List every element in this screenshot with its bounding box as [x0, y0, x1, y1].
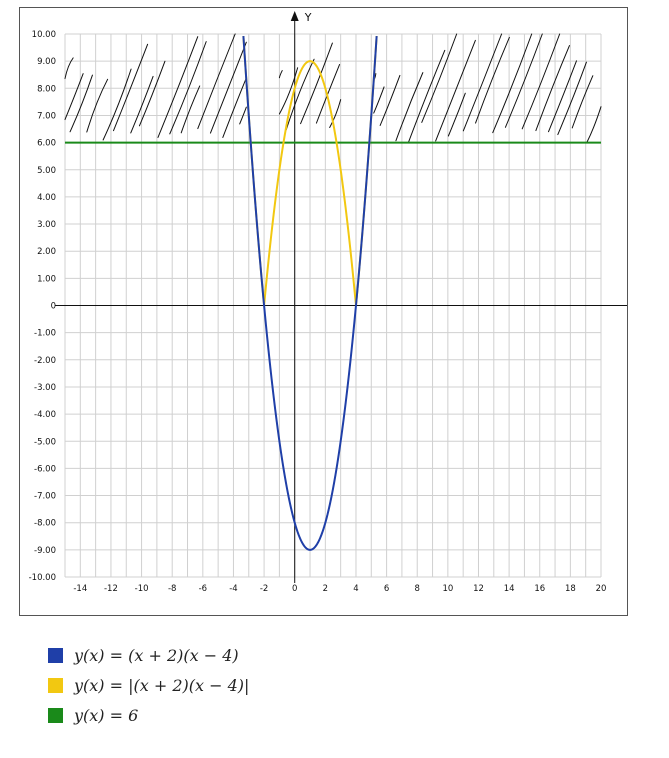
hatch-stroke	[535, 45, 570, 132]
x-tick-label: 2	[323, 584, 328, 594]
x-tick-label: 4	[353, 584, 358, 594]
y-tick-label: -1.00	[34, 329, 56, 339]
hatch-stroke	[421, 33, 458, 123]
x-tick-label: 18	[565, 584, 576, 594]
x-tick-label: -12	[104, 584, 118, 594]
y-tick-label: 1.00	[37, 274, 56, 284]
x-tick-label: 20	[596, 584, 607, 594]
y-tick-label: 10.00	[32, 30, 56, 40]
hatch-stroke	[329, 99, 342, 128]
series-line-1	[242, 36, 378, 306]
x-tick-label: -10	[135, 584, 149, 594]
hatch-stroke	[373, 86, 385, 114]
x-tick-label: -2	[260, 584, 268, 594]
y-tick-label: 4.00	[37, 193, 56, 203]
x-tick-label: 14	[504, 584, 515, 594]
hatch-stroke	[586, 106, 602, 143]
y-tick-label: 3.00	[37, 220, 56, 230]
hatch-stroke	[435, 39, 476, 142]
legend-item-1: y(x) = |(x + 2)(x − 4)|	[48, 670, 249, 700]
y-tick-label: 7.00	[37, 111, 56, 121]
chart-svg: XY-14-12-10-8-6-4-20246810121416182010.0…	[29, 11, 627, 594]
hatch-stroke	[521, 33, 561, 130]
y-tick-label: 6.00	[37, 139, 56, 149]
hatch-stroke	[86, 78, 109, 133]
chart-frame: XY-14-12-10-8-6-4-20246810121416182010.0…	[19, 7, 628, 616]
hatch-stroke	[239, 106, 247, 125]
x-tick-label: 16	[534, 584, 545, 594]
series-line-0	[242, 36, 378, 551]
hatch-stroke	[64, 73, 84, 121]
x-tick-label: -8	[168, 584, 176, 594]
legend-swatch-1	[48, 677, 63, 693]
y-tick-label: -9.00	[34, 546, 56, 556]
x-tick-label: -4	[229, 584, 237, 594]
y-tick-label: -7.00	[34, 492, 56, 502]
y-tick-label: -4.00	[34, 410, 56, 420]
x-tick-label: 8	[415, 584, 420, 594]
legend: y(x) = (x + 2)(x − 4) y(x) = |(x + 2)(x …	[48, 640, 249, 730]
hatch-stroke	[278, 67, 299, 115]
series-lines	[65, 36, 601, 551]
x-tick-label: 0	[292, 584, 297, 594]
hatch-stroke	[157, 36, 199, 138]
x-tick-label: 12	[473, 584, 484, 594]
y-axis-title: Y	[304, 11, 312, 24]
hatch-stroke	[475, 36, 510, 124]
y-tick-label: 8.00	[37, 84, 56, 94]
hatch-stroke	[571, 75, 594, 129]
legend-label-0: y(x) = (x + 2)(x − 4)	[74, 645, 239, 665]
hatch-stroke	[557, 61, 587, 136]
hatch-stroke	[113, 43, 149, 132]
hatch-stroke	[138, 60, 166, 127]
y-tick-label: -10.00	[29, 573, 56, 583]
hatch-stroke	[300, 42, 333, 125]
y-tick-label: -6.00	[34, 464, 56, 474]
hatch-stroke	[197, 33, 236, 130]
legend-swatch-2	[48, 707, 63, 723]
y-tick-label: -8.00	[34, 519, 56, 529]
legend-item-0: y(x) = (x + 2)(x − 4)	[48, 640, 249, 670]
hatch-stroke	[548, 60, 577, 133]
hatching-annotation	[64, 33, 602, 143]
x-tick-label: -14	[73, 584, 87, 594]
hatch-stroke	[379, 74, 401, 126]
y-tick-label: 0	[51, 302, 56, 312]
legend-label-1: y(x) = |(x + 2)(x − 4)|	[74, 675, 250, 695]
y-tick-label: -2.00	[34, 356, 56, 366]
hatch-stroke	[462, 33, 503, 132]
axes	[55, 11, 627, 583]
legend-item-2: y(x) = 6	[48, 700, 249, 730]
hatch-stroke	[102, 68, 132, 141]
y-tick-label: 2.00	[37, 247, 56, 257]
y-tick-label: 5.00	[37, 166, 56, 176]
legend-label-2: y(x) = 6	[74, 705, 139, 725]
y-tick-label: -3.00	[34, 383, 56, 393]
hatch-stroke	[69, 74, 93, 133]
hatch-stroke	[222, 77, 247, 138]
hatch-stroke	[209, 41, 247, 134]
y-tick-label: 9.00	[37, 57, 56, 67]
y-axis-arrow	[290, 11, 299, 21]
hatch-stroke	[492, 33, 533, 134]
hatch-stroke	[130, 75, 154, 134]
hatch-stroke	[395, 72, 424, 142]
hatch-stroke	[407, 49, 446, 143]
hatch-stroke	[447, 92, 466, 137]
hatch-stroke	[285, 58, 315, 131]
x-tick-label: 10	[442, 584, 453, 594]
hatch-stroke	[504, 33, 543, 128]
legend-swatch-0	[48, 647, 63, 663]
x-tick-label: -6	[199, 584, 207, 594]
x-tick-label: 6	[384, 584, 389, 594]
hatch-stroke	[169, 41, 207, 135]
hatch-stroke	[278, 70, 283, 79]
y-tick-label: -5.00	[34, 437, 56, 447]
hatch-stroke	[180, 85, 201, 134]
hatch-stroke	[64, 57, 74, 80]
tick-labels: XY-14-12-10-8-6-4-20246810121416182010.0…	[29, 11, 607, 594]
